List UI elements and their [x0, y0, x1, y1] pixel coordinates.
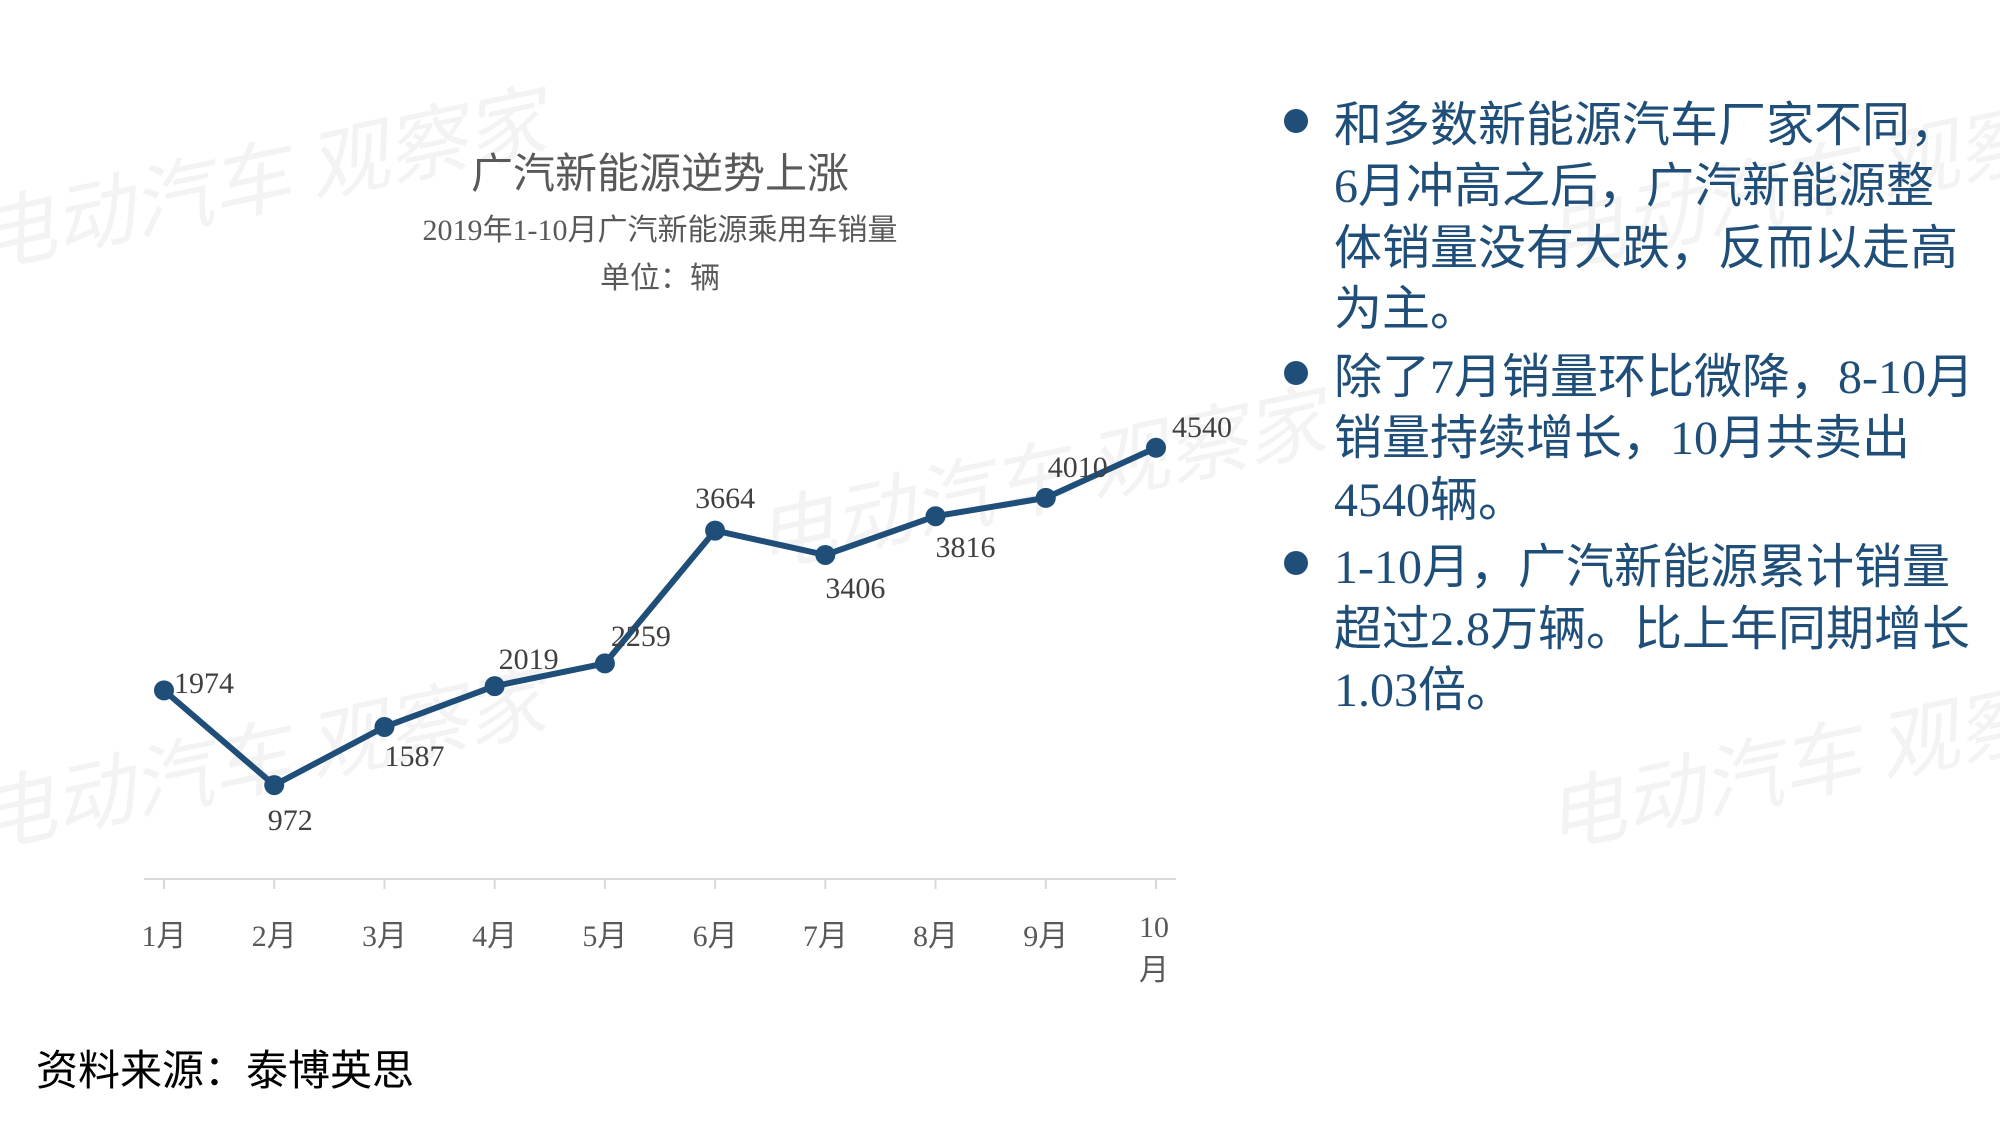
x-tick: 4月: [472, 911, 517, 955]
data-label: 2259: [611, 620, 671, 654]
chart-container: 广汽新能源逆势上涨 2019年1-10月广汽新能源乘用车销量 单位：辆 1月2月…: [130, 140, 1190, 950]
bullet-dot-icon: [1284, 361, 1308, 385]
chart-title: 广汽新能源逆势上涨: [130, 140, 1190, 201]
source-label: 资料来源：泰博英思: [36, 1037, 414, 1098]
bullet-dot-icon: [1284, 551, 1308, 575]
bullet-text: 和多数新能源汽车厂家不同，6月冲高之后，广汽新能源整体销量没有大跌，反而以走高为…: [1334, 99, 1958, 336]
x-tick: 2月: [252, 911, 297, 955]
x-tick: 6月: [693, 911, 738, 955]
data-label: 3664: [695, 482, 755, 516]
bullet-item: 1-10月，广汽新能源累计销量超过2.8万辆。比上年同期增长1.03倍。: [1280, 537, 1980, 721]
data-label: 2019: [499, 643, 559, 677]
data-label: 4010: [1048, 451, 1108, 485]
bullet-item: 除了7月销量环比微降，8-10月销量持续增长，10月共卖出4540辆。: [1280, 347, 1980, 531]
x-tick: 1月: [142, 911, 187, 955]
data-label: 3406: [825, 572, 885, 606]
bullet-list: 和多数新能源汽车厂家不同，6月冲高之后，广汽新能源整体销量没有大跌，反而以走高为…: [1280, 95, 1980, 721]
x-tick: 8月: [913, 911, 958, 955]
x-tick: 5月: [582, 911, 627, 955]
chart-subtitle: 2019年1-10月广汽新能源乘用车销量: [130, 205, 1190, 249]
slide: 电动汽车 观察家 电动汽车 观察家 电动汽车 观察家 电动汽车 观察家 电动汽车…: [0, 0, 2000, 1126]
bullet-dot-icon: [1284, 109, 1308, 133]
x-tick: 7月: [803, 911, 848, 955]
data-label: 1587: [384, 740, 444, 774]
data-label: 1974: [174, 667, 234, 701]
x-tick: 3月: [362, 911, 407, 955]
x-axis: 1月2月3月4月5月6月7月8月9月10月: [130, 911, 1190, 951]
data-label: 972: [268, 804, 313, 838]
chart-unit: 单位：辆: [130, 253, 1190, 297]
data-label: 3816: [936, 531, 996, 565]
bullet-panel: 和多数新能源汽车厂家不同，6月冲高之后，广汽新能源整体销量没有大跌，反而以走高为…: [1280, 95, 1980, 727]
x-tick: 10月: [1139, 911, 1173, 989]
line-chart: 1月2月3月4月5月6月7月8月9月10月 197497215872019225…: [130, 337, 1190, 897]
x-tick: 9月: [1023, 911, 1068, 955]
bullet-item: 和多数新能源汽车厂家不同，6月冲高之后，广汽新能源整体销量没有大跌，反而以走高为…: [1280, 95, 1980, 341]
bullet-text: 1-10月，广汽新能源累计销量超过2.8万辆。比上年同期增长1.03倍。: [1334, 541, 1970, 717]
bullet-text: 除了7月销量环比微降，8-10月销量持续增长，10月共卖出4540辆。: [1334, 351, 1974, 527]
data-label: 4540: [1172, 411, 1232, 445]
